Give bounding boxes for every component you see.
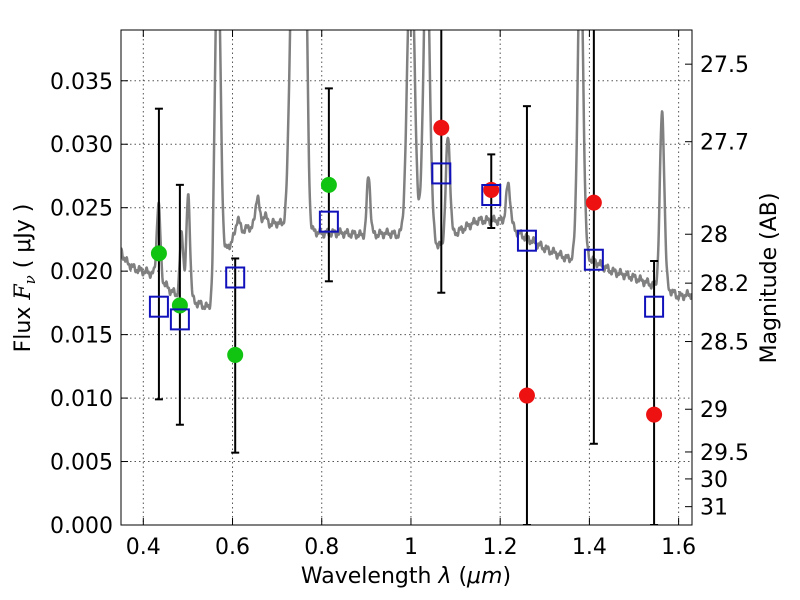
y2-tick-label: 30 (700, 468, 728, 493)
x-tick-label: 0.4 (126, 535, 161, 560)
nir-point (646, 406, 663, 423)
y-tick-label: 0.015 (50, 324, 113, 349)
plot-frame (120, 29, 693, 526)
model-spectrum (121, 30, 692, 311)
x-tick-label: 1.2 (483, 535, 518, 560)
y2-tick-label: 28.2 (700, 272, 749, 297)
y2-tick-label: 27.5 (700, 53, 749, 78)
x-tick-label: 1 (404, 535, 418, 560)
optical-point (150, 245, 167, 262)
model-point-square (318, 210, 339, 233)
y2-axis-label: Magnitude (AB) (757, 193, 782, 364)
model-point-square (481, 184, 502, 206)
y2-tick-label: 31 (700, 496, 728, 521)
y-tick-label: 0.025 (50, 197, 113, 222)
model-point-square (644, 295, 665, 318)
y2-tick-label: 28 (700, 223, 728, 248)
model-point-square (148, 295, 169, 318)
model-point-square (225, 266, 246, 289)
y-tick-label: 0.030 (50, 133, 113, 158)
y-tick-label: 0.000 (50, 514, 113, 539)
grid-lines (121, 30, 692, 526)
axis-ticks: 0.4 0.6 0.8 1 1.2 1.4 1.6 0.000 0.005 0.010 0.015 0… (50, 30, 749, 560)
y-axis-label: Flux Fν ( μJy ) (11, 204, 39, 353)
y-tick-label: 0.020 (50, 260, 113, 285)
optical-point (320, 176, 337, 193)
y-tick-label: 0.010 (50, 387, 113, 412)
model-point-square (431, 162, 452, 185)
model-point-square (583, 248, 604, 271)
optical-point (171, 297, 188, 314)
spectrum-line (121, 30, 692, 311)
y2-tick-label: 29 (700, 398, 728, 423)
model-point-square (516, 229, 537, 252)
y-tick-label: 0.005 (50, 451, 113, 476)
x-axis-label: Wavelength λ (μm) (301, 564, 511, 589)
y2-tick-label: 29.5 (700, 441, 749, 466)
data-markers (148, 119, 665, 423)
x-tick-label: 0.8 (304, 535, 339, 560)
optical-point (227, 346, 244, 363)
y-tick-label: 0.035 (50, 70, 113, 95)
nir-point (433, 119, 450, 136)
nir-point (585, 194, 602, 211)
x-tick-label: 0.6 (215, 535, 250, 560)
x-tick-label: 1.6 (661, 535, 696, 560)
y2-tick-label: 28.5 (700, 331, 749, 356)
nir-point (518, 387, 535, 404)
model-point-square (169, 308, 190, 331)
y2-tick-label: 27.7 (700, 131, 749, 156)
x-tick-label: 1.4 (572, 535, 607, 560)
